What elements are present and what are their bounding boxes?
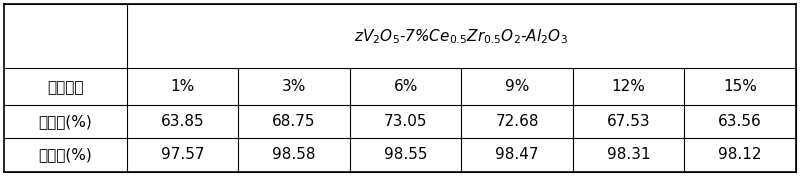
Text: 97.57: 97.57: [161, 147, 204, 162]
Text: 98.55: 98.55: [384, 147, 427, 162]
Text: 63.56: 63.56: [718, 114, 762, 129]
Text: 转化率(%): 转化率(%): [38, 114, 92, 129]
Text: zV$_2$O$_5$-7%Ce$_{0.5}$Zr$_{0.5}$O$_2$-Al$_2$O$_3$: zV$_2$O$_5$-7%Ce$_{0.5}$Zr$_{0.5}$O$_2$-…: [354, 27, 568, 46]
Text: 选择性(%): 选择性(%): [38, 147, 92, 162]
Text: 12%: 12%: [612, 79, 646, 94]
Text: 98.12: 98.12: [718, 147, 762, 162]
Text: 67.53: 67.53: [607, 114, 650, 129]
Text: 3%: 3%: [282, 79, 306, 94]
Text: 6%: 6%: [394, 79, 418, 94]
Text: 98.58: 98.58: [272, 147, 316, 162]
Text: 9%: 9%: [505, 79, 530, 94]
Text: 15%: 15%: [723, 79, 757, 94]
Text: 1%: 1%: [170, 79, 194, 94]
Text: 73.05: 73.05: [384, 114, 427, 129]
Text: 68.75: 68.75: [272, 114, 316, 129]
Text: 98.47: 98.47: [495, 147, 539, 162]
Text: 72.68: 72.68: [495, 114, 539, 129]
Text: 63.85: 63.85: [161, 114, 204, 129]
Text: 98.31: 98.31: [607, 147, 650, 162]
Text: 催化性能: 催化性能: [47, 80, 84, 96]
